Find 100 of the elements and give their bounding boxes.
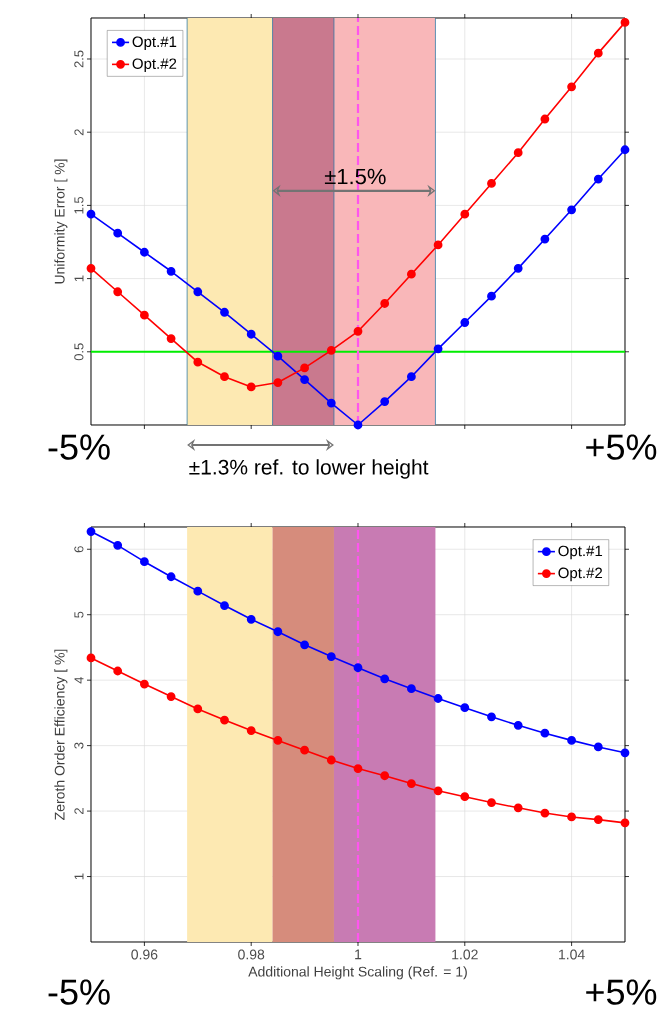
point bbox=[620, 145, 630, 155]
point bbox=[540, 808, 550, 818]
point bbox=[273, 378, 283, 387]
point bbox=[406, 779, 416, 788]
point bbox=[326, 755, 336, 765]
text: +5% bbox=[586, 979, 657, 1005]
point bbox=[540, 114, 550, 124]
point bbox=[353, 326, 363, 336]
point bbox=[433, 344, 443, 354]
point bbox=[86, 527, 96, 536]
point bbox=[140, 247, 149, 257]
point bbox=[246, 382, 256, 392]
point bbox=[193, 287, 203, 297]
point bbox=[540, 728, 550, 738]
point bbox=[220, 372, 229, 382]
point bbox=[273, 735, 283, 745]
point bbox=[433, 240, 443, 250]
point bbox=[433, 694, 443, 703]
point bbox=[86, 263, 96, 273]
annotation: ±1.5% bbox=[324, 168, 386, 185]
y-tick-label: 0.5 bbox=[74, 343, 84, 361]
point bbox=[406, 684, 416, 694]
point bbox=[86, 209, 96, 219]
point bbox=[166, 572, 176, 582]
point bbox=[273, 627, 283, 637]
point bbox=[353, 663, 363, 673]
point bbox=[193, 704, 203, 714]
point bbox=[620, 818, 630, 828]
y-tick-label: 6 bbox=[74, 546, 84, 553]
point bbox=[113, 666, 123, 676]
point bbox=[246, 614, 256, 624]
x-tick-label: 1.02 bbox=[452, 949, 478, 960]
y-tick-label: 1.5 bbox=[74, 196, 84, 214]
point bbox=[406, 372, 416, 382]
point bbox=[406, 269, 416, 279]
point bbox=[86, 653, 96, 663]
point bbox=[300, 363, 309, 373]
point bbox=[166, 692, 176, 701]
point bbox=[593, 815, 603, 824]
y-axis-title: Zeroth Order Efficiency [ %] bbox=[54, 649, 68, 820]
point bbox=[220, 307, 229, 317]
point bbox=[593, 742, 603, 752]
point bbox=[326, 345, 336, 355]
legend-label: Opt.#2 bbox=[132, 58, 177, 72]
point bbox=[273, 351, 283, 361]
y-tick-label: 2.5 bbox=[74, 50, 84, 68]
point bbox=[487, 798, 496, 807]
point bbox=[513, 803, 523, 813]
point bbox=[460, 209, 470, 219]
point bbox=[487, 291, 496, 301]
x-axis-title: Additional Height Scaling (Ref. = 1) bbox=[248, 966, 467, 980]
y-tick-label: 2 bbox=[74, 129, 84, 136]
x-tick-label: 1.04 bbox=[559, 949, 585, 960]
point bbox=[300, 745, 309, 755]
point bbox=[433, 786, 443, 796]
point bbox=[487, 712, 496, 722]
point bbox=[326, 652, 336, 661]
point bbox=[300, 640, 309, 650]
point bbox=[220, 715, 229, 725]
point bbox=[460, 703, 470, 713]
point bbox=[380, 299, 390, 308]
text: +5% bbox=[586, 434, 657, 460]
x-tick-label: 1 bbox=[355, 949, 362, 960]
point bbox=[113, 540, 123, 550]
text: ±1.3% ref. to lower height bbox=[189, 459, 429, 479]
text: -5% bbox=[48, 434, 110, 460]
text: -5% bbox=[48, 979, 110, 1005]
legend-label: Opt.#1 bbox=[132, 36, 177, 50]
point bbox=[380, 397, 390, 406]
point bbox=[567, 205, 576, 215]
x-tick-label: 0.98 bbox=[238, 949, 265, 960]
point bbox=[140, 310, 149, 320]
point bbox=[380, 771, 390, 781]
point bbox=[193, 586, 203, 596]
y-tick-label: 1 bbox=[74, 275, 84, 282]
point bbox=[487, 179, 496, 188]
point bbox=[567, 735, 576, 745]
point bbox=[166, 334, 176, 344]
y-tick-label: 5 bbox=[74, 611, 84, 618]
point bbox=[246, 329, 256, 339]
point bbox=[593, 174, 603, 184]
point bbox=[460, 792, 470, 802]
x-tick-label: 0.96 bbox=[131, 949, 158, 960]
point bbox=[593, 48, 603, 58]
point bbox=[300, 375, 309, 385]
y-tick-label: 4 bbox=[74, 676, 84, 684]
point bbox=[540, 234, 550, 244]
point bbox=[140, 679, 149, 689]
point bbox=[113, 228, 123, 238]
legend-label: Opt.#1 bbox=[558, 545, 603, 560]
point bbox=[513, 148, 523, 158]
point bbox=[166, 266, 176, 276]
point bbox=[513, 263, 523, 273]
point bbox=[193, 357, 203, 367]
point bbox=[567, 82, 576, 92]
point bbox=[353, 764, 363, 773]
y-axis-title: Uniformity Error [ %] bbox=[54, 159, 68, 284]
point bbox=[140, 557, 149, 567]
point bbox=[620, 748, 630, 758]
point bbox=[113, 287, 123, 297]
